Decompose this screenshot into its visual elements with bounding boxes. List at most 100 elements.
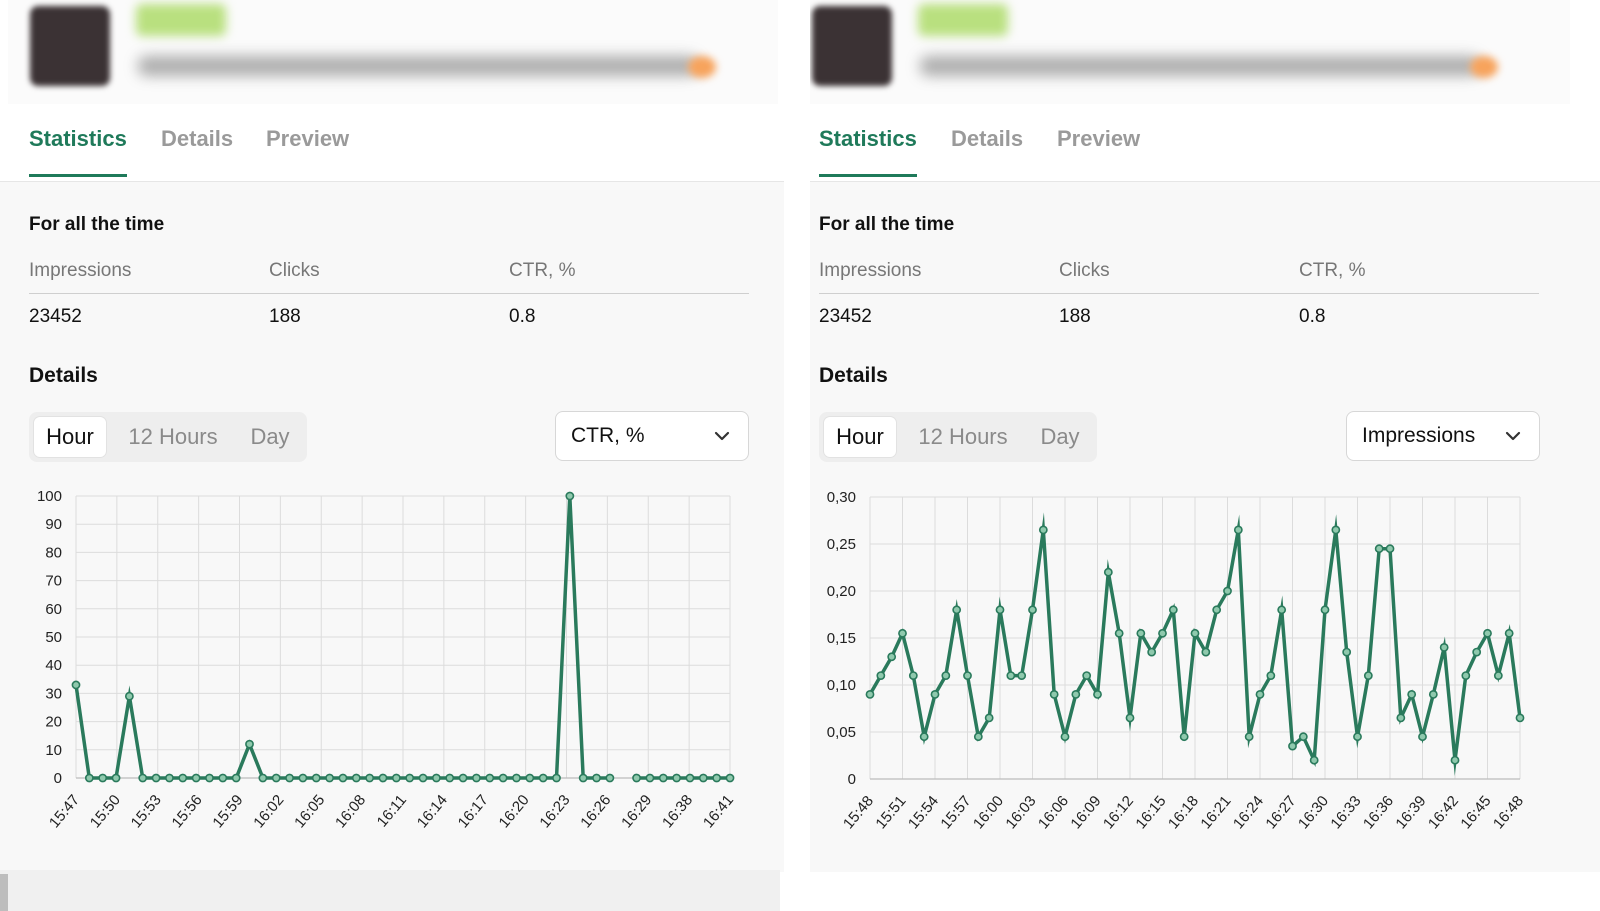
- data-point[interactable]: [1038, 525, 1048, 535]
- data-point[interactable]: [1233, 525, 1243, 535]
- data-point[interactable]: [632, 773, 641, 783]
- data-point[interactable]: [1385, 544, 1395, 554]
- data-point[interactable]: [605, 773, 615, 783]
- data-point[interactable]: [1179, 732, 1189, 742]
- data-point[interactable]: [578, 773, 588, 783]
- data-point[interactable]: [1114, 628, 1124, 638]
- data-point[interactable]: [271, 773, 281, 783]
- data-point[interactable]: [1288, 741, 1297, 751]
- metric-select[interactable]: CTR, %: [555, 411, 749, 461]
- data-point[interactable]: [151, 773, 161, 783]
- data-point[interactable]: [1483, 628, 1492, 638]
- data-point[interactable]: [1396, 713, 1406, 723]
- data-point[interactable]: [698, 773, 708, 783]
- data-point[interactable]: [1201, 647, 1211, 657]
- data-point[interactable]: [984, 713, 994, 723]
- data-point[interactable]: [1472, 647, 1482, 657]
- data-point[interactable]: [1374, 544, 1384, 554]
- tab-details[interactable]: Details: [161, 126, 234, 151]
- data-point[interactable]: [431, 773, 441, 783]
- period-12-hours-button[interactable]: 12 Hours: [128, 424, 218, 449]
- tab-preview[interactable]: Preview: [266, 126, 350, 151]
- data-point[interactable]: [405, 773, 415, 783]
- data-point[interactable]: [84, 773, 94, 783]
- data-point[interactable]: [1060, 732, 1070, 742]
- data-point[interactable]: [592, 773, 601, 783]
- data-point[interactable]: [1071, 689, 1081, 699]
- data-point[interactable]: [445, 773, 455, 783]
- data-point[interactable]: [1428, 689, 1438, 699]
- tab-details[interactable]: Details: [951, 126, 1024, 151]
- data-point[interactable]: [1082, 671, 1092, 680]
- data-point[interactable]: [1136, 628, 1146, 638]
- data-point[interactable]: [672, 773, 682, 783]
- metric-select[interactable]: Impressions: [1346, 411, 1540, 461]
- data-point[interactable]: [285, 773, 294, 783]
- data-point[interactable]: [712, 773, 722, 783]
- data-point[interactable]: [365, 773, 375, 783]
- data-point[interactable]: [111, 773, 121, 783]
- data-point[interactable]: [1190, 628, 1200, 638]
- data-point[interactable]: [1353, 732, 1362, 742]
- data-point[interactable]: [538, 773, 548, 783]
- data-point[interactable]: [1450, 755, 1460, 765]
- data-point[interactable]: [1331, 525, 1341, 535]
- data-point[interactable]: [124, 691, 134, 701]
- data-point[interactable]: [325, 773, 334, 783]
- data-point[interactable]: [1049, 689, 1059, 699]
- data-point[interactable]: [391, 773, 401, 783]
- data-point[interactable]: [963, 671, 972, 680]
- data-point[interactable]: [941, 671, 951, 680]
- period-day-button[interactable]: Day: [250, 424, 290, 449]
- data-point[interactable]: [1418, 732, 1427, 742]
- data-point[interactable]: [218, 773, 228, 783]
- data-point[interactable]: [1277, 605, 1287, 615]
- data-point[interactable]: [138, 773, 148, 783]
- data-point[interactable]: [995, 605, 1005, 615]
- data-point[interactable]: [1266, 671, 1276, 680]
- data-point[interactable]: [311, 773, 321, 783]
- data-point[interactable]: [865, 689, 875, 699]
- period-12-hours-button[interactable]: 12 Hours: [918, 424, 1008, 449]
- data-point[interactable]: [887, 652, 897, 662]
- data-point[interactable]: [1093, 689, 1102, 699]
- data-point[interactable]: [472, 773, 481, 783]
- data-point[interactable]: [930, 689, 940, 699]
- data-point[interactable]: [1298, 732, 1308, 742]
- data-point[interactable]: [973, 732, 983, 742]
- scroll-handle[interactable]: [0, 874, 8, 911]
- data-point[interactable]: [485, 773, 495, 783]
- data-point[interactable]: [378, 773, 388, 783]
- data-point[interactable]: [658, 773, 668, 783]
- data-point[interactable]: [908, 671, 918, 680]
- data-point[interactable]: [919, 732, 929, 742]
- data-point[interactable]: [876, 671, 886, 680]
- data-point[interactable]: [512, 773, 521, 783]
- data-point[interactable]: [565, 491, 575, 501]
- data-point[interactable]: [1255, 689, 1265, 699]
- data-point[interactable]: [178, 773, 188, 783]
- data-point[interactable]: [952, 605, 962, 615]
- data-point[interactable]: [645, 773, 655, 783]
- data-point[interactable]: [1006, 671, 1016, 680]
- period-hour-button[interactable]: Hour: [34, 417, 106, 457]
- data-point[interactable]: [1125, 713, 1135, 723]
- data-point[interactable]: [1320, 605, 1330, 615]
- data-point[interactable]: [351, 773, 361, 783]
- data-point[interactable]: [1461, 671, 1471, 680]
- tab-statistics[interactable]: Statistics: [819, 126, 917, 151]
- data-point[interactable]: [338, 773, 348, 783]
- data-point[interactable]: [231, 773, 241, 783]
- data-point[interactable]: [1244, 732, 1254, 742]
- data-point[interactable]: [725, 773, 735, 783]
- data-point[interactable]: [552, 773, 561, 783]
- data-point[interactable]: [1168, 605, 1178, 615]
- data-point[interactable]: [1504, 628, 1514, 638]
- data-point[interactable]: [1515, 713, 1525, 723]
- data-point[interactable]: [1342, 647, 1352, 657]
- data-point[interactable]: [98, 773, 108, 783]
- data-point[interactable]: [165, 773, 174, 783]
- data-point[interactable]: [1103, 567, 1113, 577]
- data-point[interactable]: [191, 773, 201, 783]
- data-point[interactable]: [1212, 605, 1222, 615]
